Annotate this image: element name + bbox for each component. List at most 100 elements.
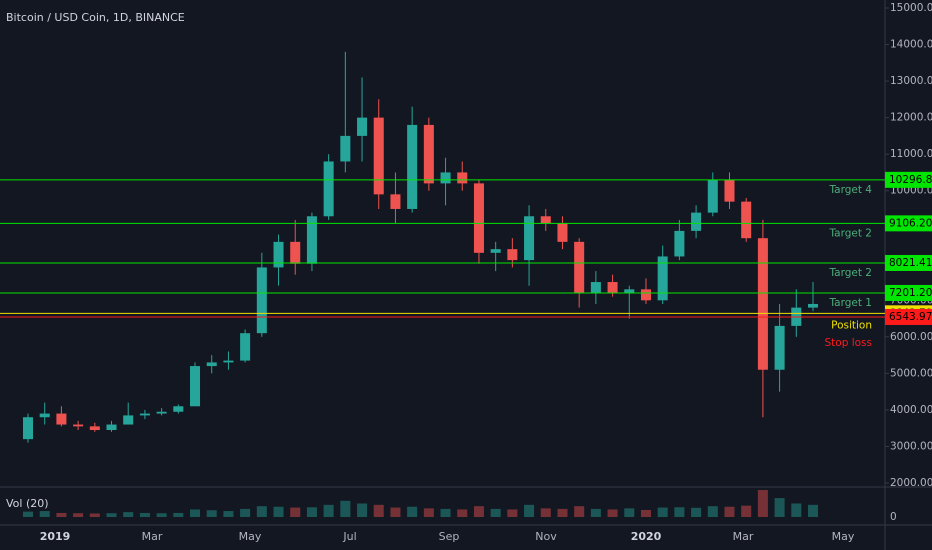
- candle-body: [22, 417, 34, 440]
- candle-body: [323, 161, 334, 217]
- x-tick-label: Jul: [342, 530, 356, 543]
- volume-bar: [423, 508, 434, 517]
- volume-bar: [574, 506, 585, 517]
- volume-title: Vol (20): [6, 497, 49, 510]
- y-tick-label: 5000.00: [890, 367, 932, 379]
- volume-bar: [223, 511, 234, 517]
- price-tag-label: 7201.20: [889, 287, 932, 299]
- candle-body: [89, 426, 100, 431]
- volume-bar: [357, 503, 368, 517]
- candle-body: [223, 360, 234, 363]
- volume-bar: [640, 509, 651, 517]
- candle-body: [674, 230, 685, 257]
- volume-bar: [624, 508, 635, 517]
- candle-body: [757, 238, 768, 370]
- volume-bar: [473, 506, 484, 517]
- candle-body: [624, 289, 635, 293]
- candle-body: [724, 179, 735, 202]
- candle-body: [574, 241, 585, 293]
- volume-bar: [139, 512, 150, 517]
- volume-bar: [507, 509, 518, 517]
- price-tag-label: 9106.20: [889, 217, 932, 229]
- price-tag: [885, 215, 932, 232]
- price-tag-label: 10296.83: [889, 174, 932, 186]
- x-tick-label: Mar: [733, 530, 754, 543]
- candle-body: [256, 267, 267, 334]
- candle-body: [407, 124, 418, 209]
- volume-bar: [340, 500, 351, 517]
- x-tick-label: Sep: [439, 530, 460, 543]
- volume-bar: [757, 490, 768, 517]
- candle-body: [306, 216, 317, 264]
- volume-bar: [56, 512, 67, 517]
- y-tick-label: 2000.00: [890, 477, 932, 489]
- candle-body: [173, 406, 184, 412]
- x-tick-label: Mar: [142, 530, 163, 543]
- volume-bar: [741, 505, 752, 517]
- candle-body: [657, 256, 668, 301]
- y-tick-label: 4000.00: [890, 404, 932, 416]
- candle-body: [190, 366, 201, 407]
- volume-bar: [22, 511, 34, 517]
- volume-bar: [73, 513, 84, 517]
- volume-bar: [707, 506, 718, 517]
- volume-bar: [190, 509, 201, 517]
- volume-bar: [273, 506, 284, 517]
- candle-body: [524, 216, 535, 261]
- candle-body: [774, 325, 785, 370]
- candle-body: [390, 194, 401, 209]
- volume-bar: [89, 513, 100, 517]
- volume-tick-label: 0: [890, 511, 897, 523]
- volume-bar: [407, 506, 418, 517]
- volume-bar: [691, 507, 702, 517]
- volume-bar: [490, 508, 501, 517]
- y-tick-label: 14000.00: [890, 39, 932, 51]
- candle-body: [373, 117, 384, 195]
- price-tag: [885, 254, 932, 271]
- candle-body: [490, 249, 501, 253]
- candle-body: [590, 282, 601, 293]
- price-tag-label: 6543.97: [889, 311, 932, 323]
- volume-bar: [540, 508, 551, 517]
- x-tick-label: 2020: [631, 530, 662, 543]
- candle-body: [139, 413, 150, 416]
- volume-bar: [657, 507, 668, 517]
- volume-bar: [206, 510, 217, 517]
- volume-bar: [674, 507, 685, 517]
- candle-body: [691, 212, 702, 231]
- volume-bar: [256, 506, 267, 517]
- price-tag: [885, 171, 932, 188]
- volume-bar: [240, 508, 251, 517]
- volume-bar: [590, 508, 601, 517]
- candle-body: [273, 241, 284, 268]
- volume-bar: [524, 504, 535, 517]
- level-label: Target 4: [828, 184, 872, 196]
- volume-bar: [607, 509, 618, 517]
- volume-bar: [373, 504, 384, 517]
- candle-body: [607, 282, 618, 293]
- x-tick-label: May: [832, 530, 855, 543]
- candle-body: [73, 424, 84, 427]
- level-label: Target 2: [828, 267, 872, 279]
- volume-bar: [306, 507, 317, 517]
- volume-bar: [323, 504, 334, 517]
- candle-body: [540, 216, 551, 224]
- candle-body: [640, 289, 651, 301]
- volume-bar: [807, 504, 819, 517]
- candle-body: [557, 223, 568, 242]
- candle-body: [106, 424, 117, 431]
- volume-bar: [173, 512, 184, 517]
- volume-bar: [106, 513, 117, 517]
- candle-body: [357, 117, 368, 136]
- y-tick-label: 12000.00: [890, 112, 932, 124]
- candle-body: [123, 415, 134, 425]
- candle-body: [240, 333, 251, 361]
- y-tick-label: 6000.00: [890, 331, 932, 343]
- chart-title: Bitcoin / USD Coin, 1D, BINANCE: [6, 11, 185, 24]
- level-label: Position: [831, 319, 872, 331]
- candle-body: [423, 124, 434, 184]
- price-tag-label: 8021.41: [889, 257, 932, 269]
- candle-body: [807, 303, 819, 308]
